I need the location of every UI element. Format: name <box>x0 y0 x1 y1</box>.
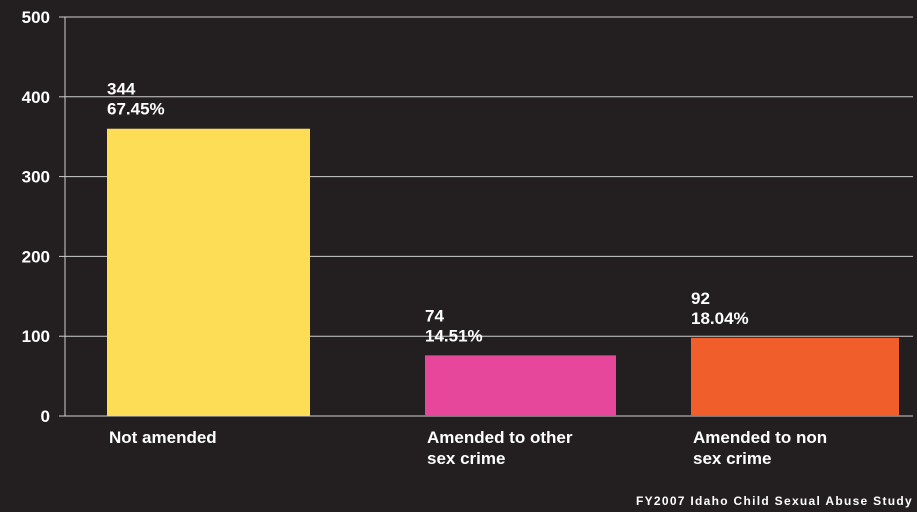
category-label: Amended to non <box>693 428 827 447</box>
y-axis-ticks: 0 100 200 300 400 500 <box>22 8 65 426</box>
data-label-value: 344 <box>107 80 136 99</box>
data-label-percent: 67.45% <box>107 100 165 119</box>
source-note: FY2007 Idaho Child Sexual Abuse Study <box>636 494 913 508</box>
category-label: sex crime <box>693 449 771 468</box>
bar <box>691 337 899 416</box>
category-labels: Not amended Amended to other sex crime Amen… <box>109 428 827 468</box>
category-label: Not amended <box>109 428 217 447</box>
category-label: sex crime <box>427 449 505 468</box>
bars <box>107 128 899 416</box>
data-label-value: 92 <box>691 289 710 308</box>
y-tick-label: 100 <box>22 327 50 346</box>
data-label-percent: 18.04% <box>691 309 749 328</box>
y-tick-label: 200 <box>22 247 50 266</box>
y-tick-label: 500 <box>22 8 50 27</box>
y-tick-label: 300 <box>22 168 50 187</box>
bar <box>425 355 616 416</box>
category-label: Amended to other <box>427 428 573 447</box>
y-tick-label: 0 <box>41 407 50 426</box>
data-label-percent: 14.51% <box>425 326 483 345</box>
bar <box>107 128 310 416</box>
y-tick-label: 400 <box>22 88 50 107</box>
data-label-value: 74 <box>425 306 444 325</box>
